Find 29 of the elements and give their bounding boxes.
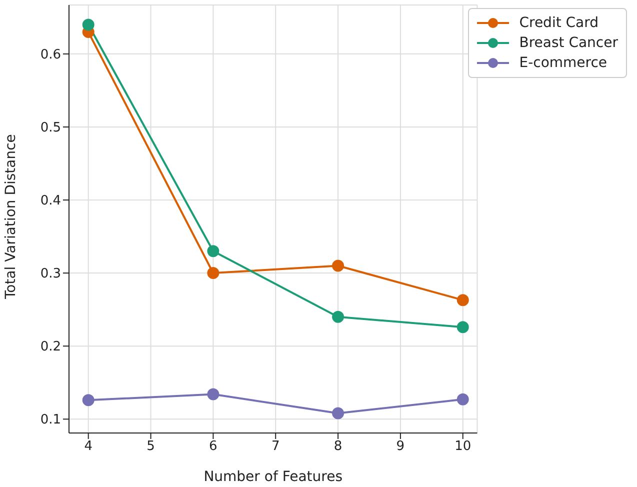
- point: [207, 245, 220, 258]
- x-tick-label: 6: [209, 439, 218, 454]
- point: [207, 388, 220, 400]
- point: [456, 294, 469, 306]
- point: [332, 260, 344, 272]
- x-axis-title: Number of Features: [204, 469, 343, 485]
- point: [332, 407, 344, 420]
- y-axis-title: Total Variation Distance: [2, 134, 19, 300]
- legend-label: E-commerce: [518, 54, 608, 73]
- x-tick-label: 9: [396, 439, 405, 454]
- y-tick-label: 0.2: [40, 340, 61, 355]
- x-tick-label: 5: [146, 439, 155, 454]
- y-tick-label: 0.3: [40, 266, 61, 282]
- legend-label: Credit Card: [518, 14, 600, 33]
- y-tick-label: 0.5: [40, 120, 61, 136]
- x-tick-label: 7: [271, 439, 280, 454]
- point: [332, 310, 344, 323]
- y-tick-label: 0.1: [40, 412, 61, 428]
- point: [456, 393, 469, 406]
- point: [82, 18, 94, 31]
- y-tick-label: 0.6: [40, 48, 61, 63]
- point: [456, 321, 469, 334]
- x-tick-label: 4: [84, 439, 92, 454]
- point: [82, 394, 94, 406]
- legend-label: Breast Cancer: [518, 34, 618, 53]
- y-tick-label: 0.4: [40, 194, 61, 209]
- x-tick-label: 10: [454, 439, 472, 454]
- point: [207, 267, 220, 280]
- x-tick-label: 8: [334, 439, 342, 454]
